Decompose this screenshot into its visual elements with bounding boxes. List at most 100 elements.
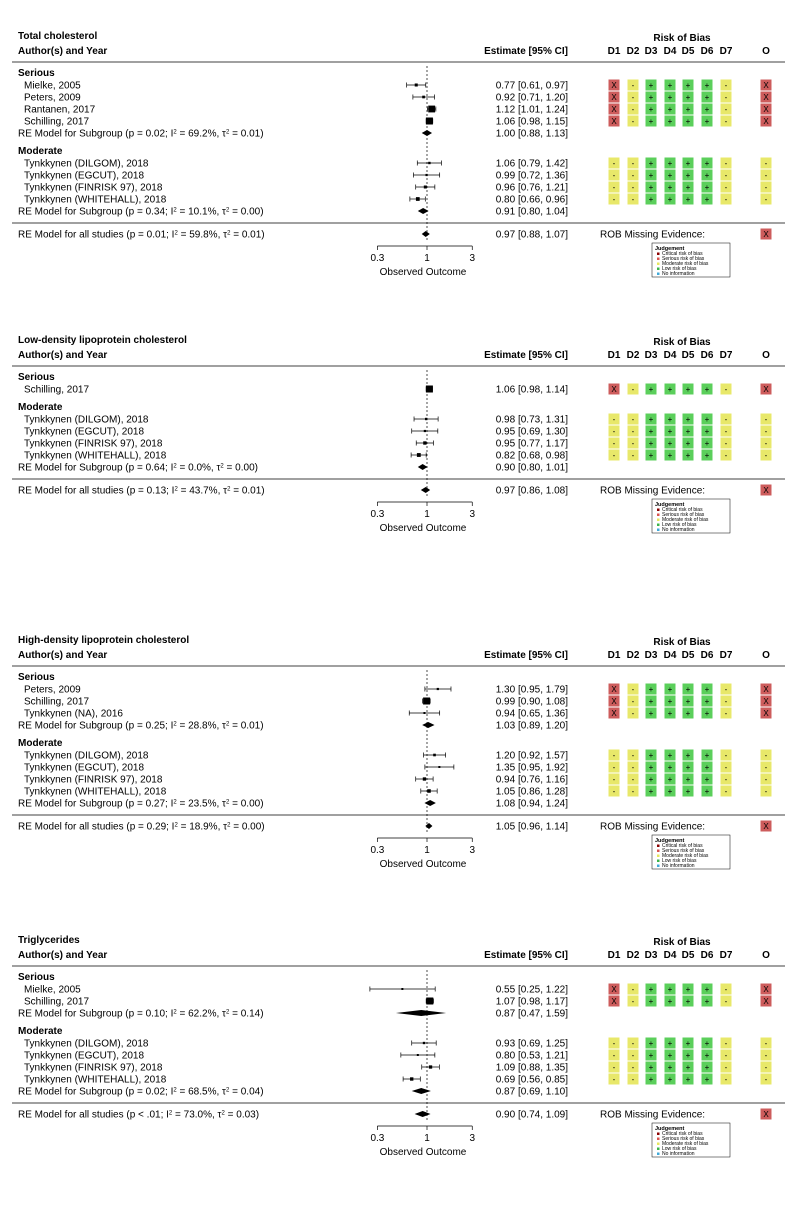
rob-cell bbox=[608, 449, 620, 461]
estimate-ci-text: 0.80 [0.66, 0.96] bbox=[496, 195, 569, 206]
rob-cell bbox=[608, 437, 620, 449]
point-estimate bbox=[424, 417, 428, 421]
rob-domain-d1: D1 bbox=[608, 950, 621, 961]
rob-cell bbox=[608, 103, 620, 115]
rob-domain-d3: D3 bbox=[645, 350, 658, 361]
rob-cell bbox=[682, 1049, 694, 1061]
rob-cell bbox=[701, 181, 713, 193]
rob-cell bbox=[645, 413, 657, 425]
rob-cell bbox=[760, 995, 772, 1007]
rob-domain-d4: D4 bbox=[664, 350, 677, 361]
x-axis-label: Observed Outcome bbox=[380, 1147, 467, 1158]
rob-cell bbox=[720, 761, 732, 773]
rob-symbol: + bbox=[668, 159, 673, 168]
rob-cell bbox=[645, 383, 657, 395]
rob-legend-item: Moderate risk of bias bbox=[662, 1141, 709, 1147]
rob-legend-swatch bbox=[657, 1152, 660, 1155]
study-label: Schilling, 2017 bbox=[24, 117, 89, 128]
rob-symbol: - bbox=[613, 427, 616, 436]
rob-missing-evidence-label: ROB Missing Evidence: bbox=[600, 230, 705, 241]
panel-title: Low-density lipoprotein cholesterol bbox=[18, 335, 187, 346]
point-estimate bbox=[423, 185, 427, 189]
rob-cell bbox=[682, 761, 694, 773]
rob-domain-d2: D2 bbox=[627, 650, 640, 661]
rob-cell bbox=[627, 449, 639, 461]
rob-cell bbox=[664, 115, 676, 127]
rob-symbol: + bbox=[705, 117, 710, 126]
rob-symbol: + bbox=[686, 105, 691, 114]
rob-cell bbox=[760, 1049, 772, 1061]
rob-symbol: + bbox=[686, 439, 691, 448]
rob-domain-d5: D5 bbox=[682, 950, 695, 961]
rob-cell bbox=[664, 1061, 676, 1073]
rob-domain-d5: D5 bbox=[682, 46, 695, 57]
column-header-estimate: Estimate [95% CI] bbox=[484, 650, 568, 661]
rob-symbol: - bbox=[765, 763, 768, 772]
rob-domain-d4: D4 bbox=[664, 950, 677, 961]
rob-cell bbox=[682, 449, 694, 461]
estimate-ci-text: 0.93 [0.69, 1.25] bbox=[496, 1039, 569, 1050]
study-label: Tynkkynen (FINRISK 97), 2018 bbox=[24, 1063, 163, 1074]
rob-symbol: X bbox=[763, 1110, 769, 1119]
rob-symbol: + bbox=[649, 709, 654, 718]
rob-symbol: + bbox=[705, 709, 710, 718]
rob-cell bbox=[645, 773, 657, 785]
rob-symbol: X bbox=[763, 709, 769, 718]
rob-legend-title: Judgement bbox=[655, 1126, 685, 1132]
rob-cell bbox=[664, 761, 676, 773]
rob-cell bbox=[645, 995, 657, 1007]
rob-symbol: + bbox=[686, 763, 691, 772]
rob-symbol: + bbox=[668, 439, 673, 448]
rob-domain-o: O bbox=[762, 950, 770, 961]
rob-cell bbox=[701, 449, 713, 461]
rob-cell bbox=[720, 413, 732, 425]
rob-symbol: + bbox=[649, 985, 654, 994]
subgroup-summary-label: RE Model for Subgroup (p = 0.02; I2 = 69… bbox=[18, 129, 264, 140]
estimate-ci-text: 1.06 [0.98, 1.14] bbox=[496, 385, 569, 396]
rob-missing-evidence-label: ROB Missing Evidence: bbox=[600, 486, 705, 497]
rob-symbol: + bbox=[649, 1051, 654, 1060]
rob-legend-swatch bbox=[657, 844, 660, 847]
rob-symbol: - bbox=[725, 171, 728, 180]
rob-symbol: - bbox=[613, 415, 616, 424]
rob-cell bbox=[682, 181, 694, 193]
rob-cell bbox=[664, 91, 676, 103]
rob-cell bbox=[760, 773, 772, 785]
subgroup-estimate-ci-text: 0.87 [0.69, 1.10] bbox=[496, 1087, 569, 1098]
rob-symbol: + bbox=[649, 751, 654, 760]
rob-cell bbox=[664, 103, 676, 115]
estimate-ci-text: 0.96 [0.76, 1.21] bbox=[496, 183, 569, 194]
panel-title: High-density lipoprotein cholesterol bbox=[18, 635, 189, 646]
rob-symbol: + bbox=[686, 171, 691, 180]
study-label: Schilling, 2017 bbox=[24, 385, 89, 396]
rob-cell bbox=[608, 707, 620, 719]
rob-cell bbox=[627, 79, 639, 91]
rob-symbol: + bbox=[705, 451, 710, 460]
rob-legend-item: No information bbox=[662, 863, 695, 869]
rob-title: Risk of Bias bbox=[653, 337, 711, 348]
rob-cell bbox=[720, 1037, 732, 1049]
rob-symbol: + bbox=[668, 985, 673, 994]
x-tick-label: 3 bbox=[469, 253, 475, 264]
rob-cell bbox=[682, 707, 694, 719]
rob-domain-d5: D5 bbox=[682, 650, 695, 661]
subgroup-summary-label: RE Model for Subgroup (p = 0.25; I2 = 28… bbox=[18, 721, 264, 732]
rob-cell bbox=[701, 169, 713, 181]
rob-cell bbox=[608, 1073, 620, 1085]
rob-cell bbox=[701, 695, 713, 707]
rob-symbol: - bbox=[725, 997, 728, 1006]
rob-cell bbox=[608, 773, 620, 785]
rob-cell bbox=[720, 79, 732, 91]
rob-legend-box bbox=[651, 242, 731, 278]
rob-cell bbox=[720, 103, 732, 115]
rob-cell bbox=[627, 1073, 639, 1085]
rob-overall-cell bbox=[760, 228, 772, 240]
rob-symbol: - bbox=[725, 775, 728, 784]
rob-cell bbox=[627, 1049, 639, 1061]
rob-cell bbox=[608, 983, 620, 995]
rob-symbol: - bbox=[613, 1039, 616, 1048]
rob-symbol: - bbox=[613, 787, 616, 796]
group-label: Moderate bbox=[18, 738, 63, 749]
rob-symbol: - bbox=[725, 451, 728, 460]
rob-cell bbox=[760, 761, 772, 773]
